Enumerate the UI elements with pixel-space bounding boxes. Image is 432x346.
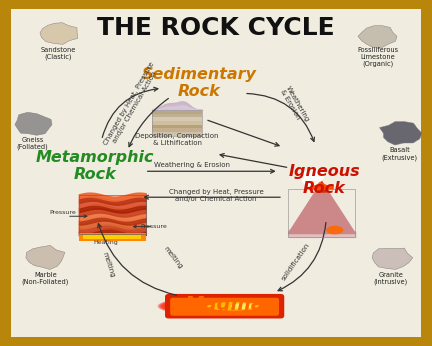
Ellipse shape xyxy=(170,299,274,313)
Polygon shape xyxy=(358,26,397,48)
Ellipse shape xyxy=(165,298,272,315)
Text: Pressure: Pressure xyxy=(140,224,167,229)
Ellipse shape xyxy=(174,299,275,313)
FancyBboxPatch shape xyxy=(165,294,284,318)
Text: Gneiss
(Foliated): Gneiss (Foliated) xyxy=(16,137,48,151)
Text: THE ROCK CYCLE: THE ROCK CYCLE xyxy=(97,16,335,39)
Polygon shape xyxy=(40,23,78,44)
Ellipse shape xyxy=(168,299,273,314)
Text: Marble
(Non-Foliated): Marble (Non-Foliated) xyxy=(22,272,69,285)
Bar xyxy=(152,132,202,136)
Bar xyxy=(152,110,202,113)
Ellipse shape xyxy=(162,298,271,315)
FancyBboxPatch shape xyxy=(11,9,421,337)
Ellipse shape xyxy=(157,297,270,316)
Text: Basalt
(Extrusive): Basalt (Extrusive) xyxy=(381,147,418,161)
Ellipse shape xyxy=(165,298,272,315)
Ellipse shape xyxy=(164,298,272,315)
Ellipse shape xyxy=(159,297,270,316)
Ellipse shape xyxy=(170,299,274,313)
Bar xyxy=(152,113,202,117)
Ellipse shape xyxy=(231,303,253,309)
Ellipse shape xyxy=(163,298,271,315)
Text: Metamorphic
Rock: Metamorphic Rock xyxy=(36,150,154,182)
Ellipse shape xyxy=(167,298,273,314)
Ellipse shape xyxy=(167,298,273,314)
Text: Granite
(Intrusive): Granite (Intrusive) xyxy=(374,272,408,285)
Polygon shape xyxy=(289,182,355,234)
Circle shape xyxy=(302,170,321,185)
Bar xyxy=(152,125,202,128)
Text: Magma: Magma xyxy=(184,295,265,314)
Bar xyxy=(152,110,202,136)
Text: Changed by Heat, Pressure
and/or Chemical Action: Changed by Heat, Pressure and/or Chemica… xyxy=(102,61,161,150)
Ellipse shape xyxy=(172,299,275,313)
Text: melting: melting xyxy=(162,245,183,270)
Ellipse shape xyxy=(161,297,271,315)
Circle shape xyxy=(311,170,324,181)
Ellipse shape xyxy=(326,226,343,235)
Polygon shape xyxy=(15,112,52,135)
Ellipse shape xyxy=(166,298,273,314)
Ellipse shape xyxy=(168,299,273,314)
Ellipse shape xyxy=(158,297,270,316)
Polygon shape xyxy=(379,121,422,145)
Text: Igneous
Rock: Igneous Rock xyxy=(288,164,360,196)
Text: Heating: Heating xyxy=(93,240,118,245)
Text: Sandstone
(Clastic): Sandstone (Clastic) xyxy=(41,47,76,61)
Ellipse shape xyxy=(165,298,272,314)
Text: Weathering
& Erosion: Weathering & Erosion xyxy=(279,85,310,126)
Ellipse shape xyxy=(169,299,273,314)
Text: Changed by Heat, Pressure
and/or Chemical Action: Changed by Heat, Pressure and/or Chemica… xyxy=(168,189,264,202)
Ellipse shape xyxy=(159,297,270,316)
Ellipse shape xyxy=(171,299,274,313)
Ellipse shape xyxy=(173,299,275,313)
Bar xyxy=(152,117,202,121)
Ellipse shape xyxy=(172,299,274,313)
Ellipse shape xyxy=(159,297,270,315)
Polygon shape xyxy=(372,248,413,270)
Polygon shape xyxy=(26,245,65,270)
Bar xyxy=(79,194,146,235)
Text: melting: melting xyxy=(101,251,115,278)
Ellipse shape xyxy=(171,299,274,313)
Text: Weathering & Erosion: Weathering & Erosion xyxy=(154,162,230,168)
Text: Fossiliferous
Limestone
(Organic): Fossiliferous Limestone (Organic) xyxy=(357,47,399,67)
Ellipse shape xyxy=(160,297,270,315)
Ellipse shape xyxy=(162,298,271,315)
FancyBboxPatch shape xyxy=(170,298,279,316)
Bar xyxy=(152,121,202,125)
Bar xyxy=(152,128,202,132)
Bar xyxy=(289,189,356,237)
Text: Deposition, Compaction
& Lithification: Deposition, Compaction & Lithification xyxy=(135,133,219,146)
Bar xyxy=(83,235,142,239)
Bar xyxy=(79,233,146,241)
Polygon shape xyxy=(318,182,326,192)
Ellipse shape xyxy=(205,302,261,310)
Ellipse shape xyxy=(163,298,272,315)
Ellipse shape xyxy=(161,297,271,315)
Text: solidification: solidification xyxy=(281,241,311,281)
Text: Pressure: Pressure xyxy=(49,210,76,215)
Text: Sedimentary
Rock: Sedimentary Rock xyxy=(141,67,256,99)
